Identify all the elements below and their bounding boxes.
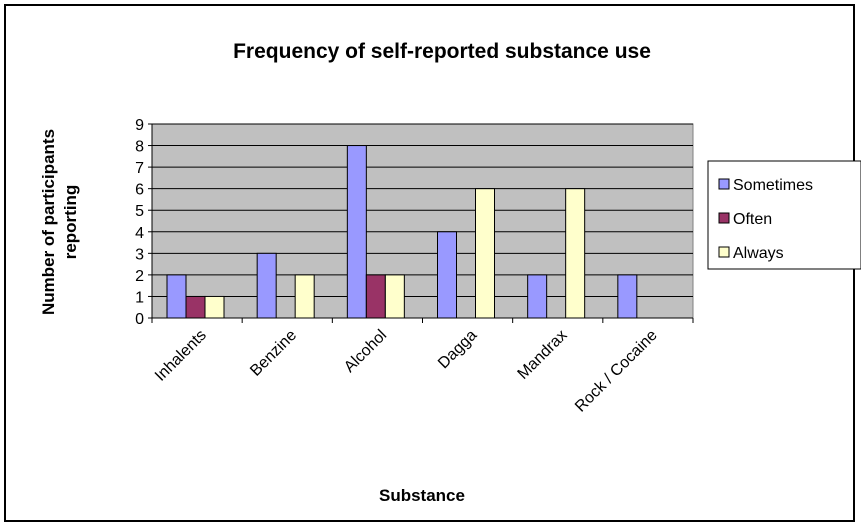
x-tick-label: Rock / Cocaine: [572, 327, 661, 416]
x-tick-label: Mandrax: [515, 327, 571, 383]
bar-always-inhalents: [204, 295, 225, 319]
y-tick-label: 2: [135, 268, 144, 285]
legend-label-sometimes: Sometimes: [733, 177, 813, 194]
y-tick-label: 8: [135, 139, 144, 156]
bar-often-alcohol: [365, 274, 386, 319]
bar-always-alcohol: [384, 274, 405, 319]
legend-swatch-often: [718, 212, 730, 224]
legend: Sometimes Often Always: [707, 160, 861, 270]
y-tick-label: 1: [135, 289, 144, 306]
chart-title: Frequency of self-reported substance use: [233, 40, 651, 63]
legend-swatch-sometimes: [718, 178, 730, 190]
plot-area: [151, 123, 694, 319]
legend-label-often: Often: [733, 211, 772, 228]
bars: [166, 145, 638, 319]
y-tick-label: 6: [135, 182, 144, 199]
bar-sometimes-dagga: [437, 231, 457, 319]
bar-sometimes-alcohol: [346, 145, 367, 319]
bar-sometimes-rock-cocaine: [617, 274, 638, 319]
x-tick-label: Benzine: [247, 327, 300, 380]
legend-swatch-always: [718, 246, 730, 258]
y-tick-label: 9: [135, 117, 144, 134]
y-tick-label: 5: [135, 203, 144, 220]
x-tick-label: Alcohol: [341, 327, 390, 376]
bar-always-dagga: [475, 188, 495, 319]
gridlines: [152, 123, 693, 297]
y-tick-label: 0: [135, 311, 144, 328]
bar-always-mandrax: [565, 188, 586, 319]
y-axis-title-line-2: reporting: [61, 185, 80, 260]
y-tick-label: 3: [135, 246, 144, 263]
bar-sometimes-mandrax: [527, 274, 548, 319]
legend-label-always: Always: [733, 245, 784, 262]
legend-box: [707, 160, 861, 270]
y-tick-label: 4: [135, 225, 144, 242]
bar-sometimes-benzine: [256, 252, 277, 319]
y-axis-title-line-1: Number of participants: [39, 129, 58, 315]
y-tick-label: 7: [135, 160, 144, 177]
bar-sometimes-inhalents: [166, 274, 187, 319]
bar-often-inhalents: [185, 295, 206, 319]
bar-always-benzine: [294, 274, 315, 319]
x-axis-title: Substance: [379, 486, 465, 505]
x-tick-label: Dagga: [435, 327, 480, 372]
x-tick-label: Inhalents: [152, 327, 210, 385]
